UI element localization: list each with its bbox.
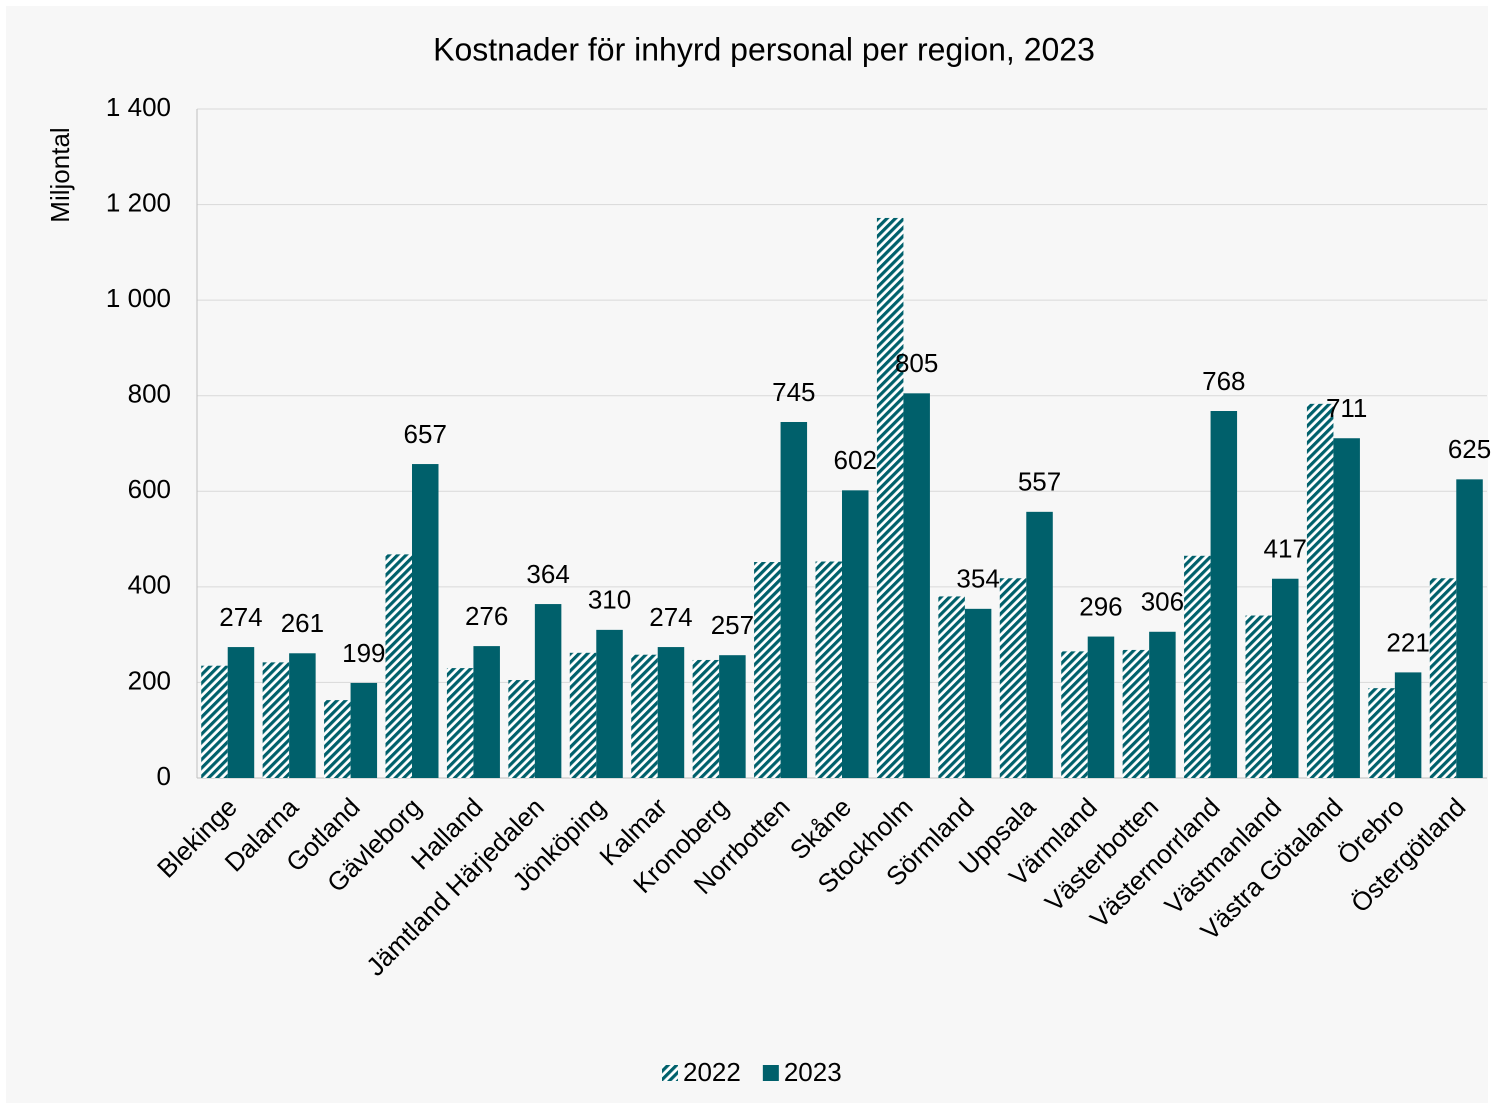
- y-tick-label: 400: [128, 570, 171, 600]
- data-label: 274: [219, 602, 262, 632]
- data-label: 354: [956, 564, 999, 594]
- data-label: 805: [895, 348, 938, 378]
- bar: [324, 700, 351, 778]
- bar: [815, 561, 842, 778]
- data-label: 602: [834, 445, 877, 475]
- bar: [1061, 651, 1088, 778]
- bar: [1184, 555, 1211, 778]
- bar: [1122, 649, 1150, 778]
- bar: [938, 596, 965, 778]
- bar: [227, 647, 255, 778]
- bar: [473, 646, 500, 778]
- data-label: 557: [1018, 467, 1061, 497]
- data-label: 274: [649, 602, 692, 632]
- bar: [350, 682, 378, 778]
- bar: [692, 659, 720, 778]
- bar: [1429, 578, 1457, 778]
- bar: [1087, 636, 1115, 778]
- bar: [1333, 438, 1360, 778]
- bar: [1456, 479, 1483, 778]
- bar: [876, 217, 904, 779]
- data-label: 417: [1264, 534, 1307, 564]
- bar: [596, 629, 623, 778]
- bar: [569, 652, 597, 778]
- y-tick-label: 1 000: [106, 283, 171, 313]
- bar: [842, 490, 869, 778]
- data-label: 221: [1386, 627, 1429, 657]
- bar: [1149, 631, 1176, 778]
- chart-title: Kostnader för inhyrd personal per region…: [433, 31, 1095, 67]
- data-label: 296: [1079, 591, 1122, 621]
- bar: [1245, 615, 1272, 778]
- legend-swatch: [762, 1065, 779, 1081]
- data-label: 711: [1326, 393, 1367, 423]
- legend-swatch: [662, 1065, 678, 1081]
- data-label: 199: [342, 638, 385, 668]
- bar: [719, 655, 746, 778]
- data-label: 310: [588, 585, 631, 615]
- y-axis-label: Miljontal: [45, 127, 75, 222]
- bar: [385, 554, 412, 778]
- bar: [903, 393, 930, 778]
- bar: [1272, 578, 1299, 778]
- y-tick-label: 600: [128, 474, 171, 504]
- data-label: 257: [711, 610, 754, 640]
- data-label: 276: [465, 601, 508, 631]
- bar: [631, 654, 658, 778]
- data-label: 657: [404, 419, 447, 449]
- bar: [754, 562, 781, 778]
- data-label: 768: [1202, 366, 1245, 396]
- y-tick-label: 0: [157, 761, 171, 791]
- bar: [412, 464, 439, 778]
- bar: [1394, 672, 1422, 778]
- y-tick-label: 1 400: [106, 92, 171, 122]
- data-label: 261: [281, 608, 324, 638]
- bar: [262, 662, 290, 778]
- bar: [1210, 411, 1238, 778]
- bar: [999, 578, 1027, 778]
- bar: [201, 665, 228, 778]
- bar: [508, 680, 535, 778]
- data-label: 306: [1141, 587, 1184, 617]
- data-label: 745: [772, 377, 815, 407]
- bar: [534, 604, 562, 778]
- legend-label: 2022: [683, 1057, 741, 1087]
- data-label: 364: [526, 559, 569, 589]
- y-tick-label: 800: [128, 379, 171, 409]
- data-label: 625: [1448, 434, 1491, 464]
- chart-background: [6, 6, 1488, 1103]
- bar: [289, 653, 316, 778]
- bar: [1306, 403, 1334, 778]
- bar: [446, 668, 474, 778]
- bar: [1368, 688, 1395, 778]
- legend-label: 2023: [784, 1057, 842, 1087]
- y-tick-label: 1 200: [106, 187, 171, 217]
- bar: [1026, 511, 1053, 778]
- bar: [780, 421, 808, 778]
- y-tick-label: 200: [128, 665, 171, 695]
- bar: [964, 608, 992, 778]
- bar: [657, 647, 685, 778]
